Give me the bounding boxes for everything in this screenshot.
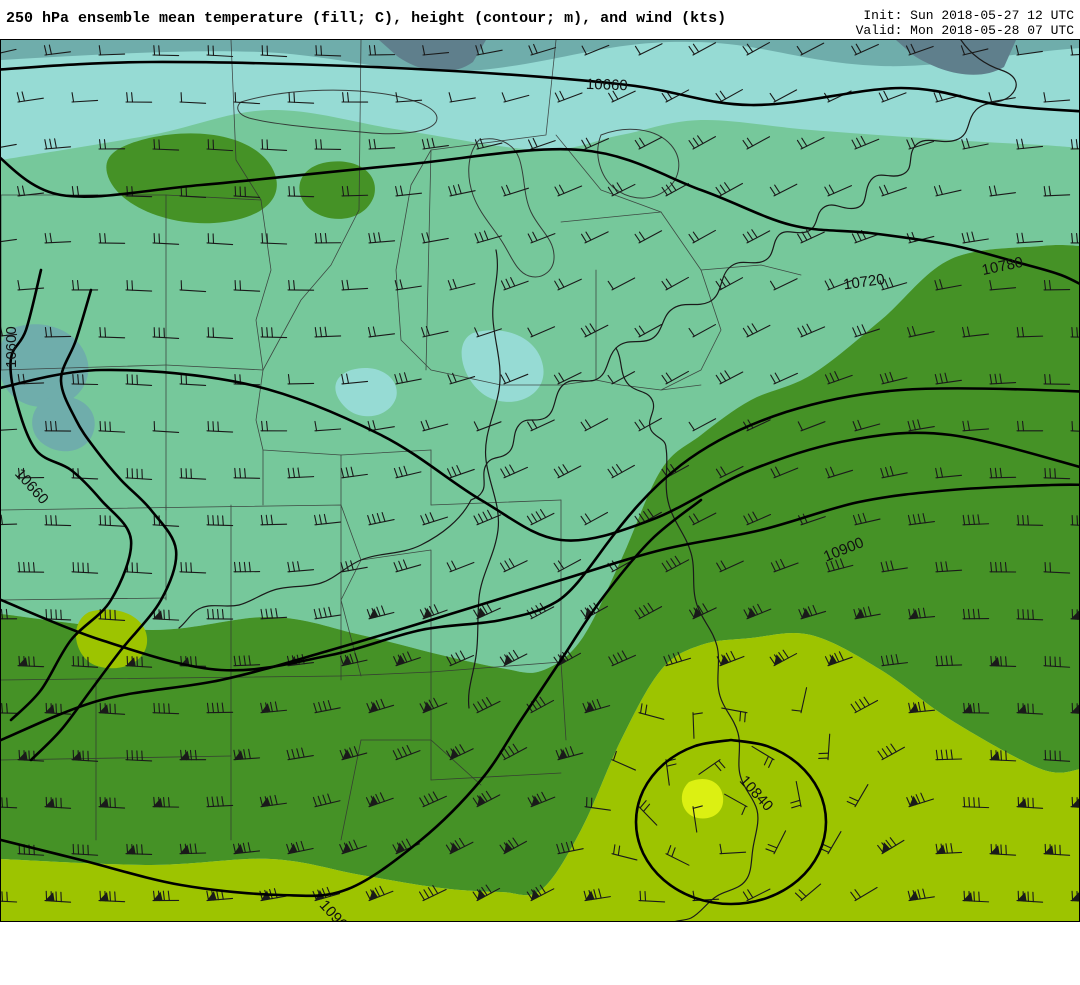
svg-text:10660: 10660 xyxy=(11,465,52,507)
svg-text:10840: 10840 xyxy=(736,772,777,814)
svg-text:10660: 10660 xyxy=(586,76,628,94)
svg-text:10900: 10900 xyxy=(821,534,866,565)
svg-text:10720: 10720 xyxy=(842,271,886,294)
svg-text:10600: 10600 xyxy=(3,326,20,368)
svg-text:10780: 10780 xyxy=(980,254,1024,279)
svg-text:10960: 10960 xyxy=(316,897,357,922)
